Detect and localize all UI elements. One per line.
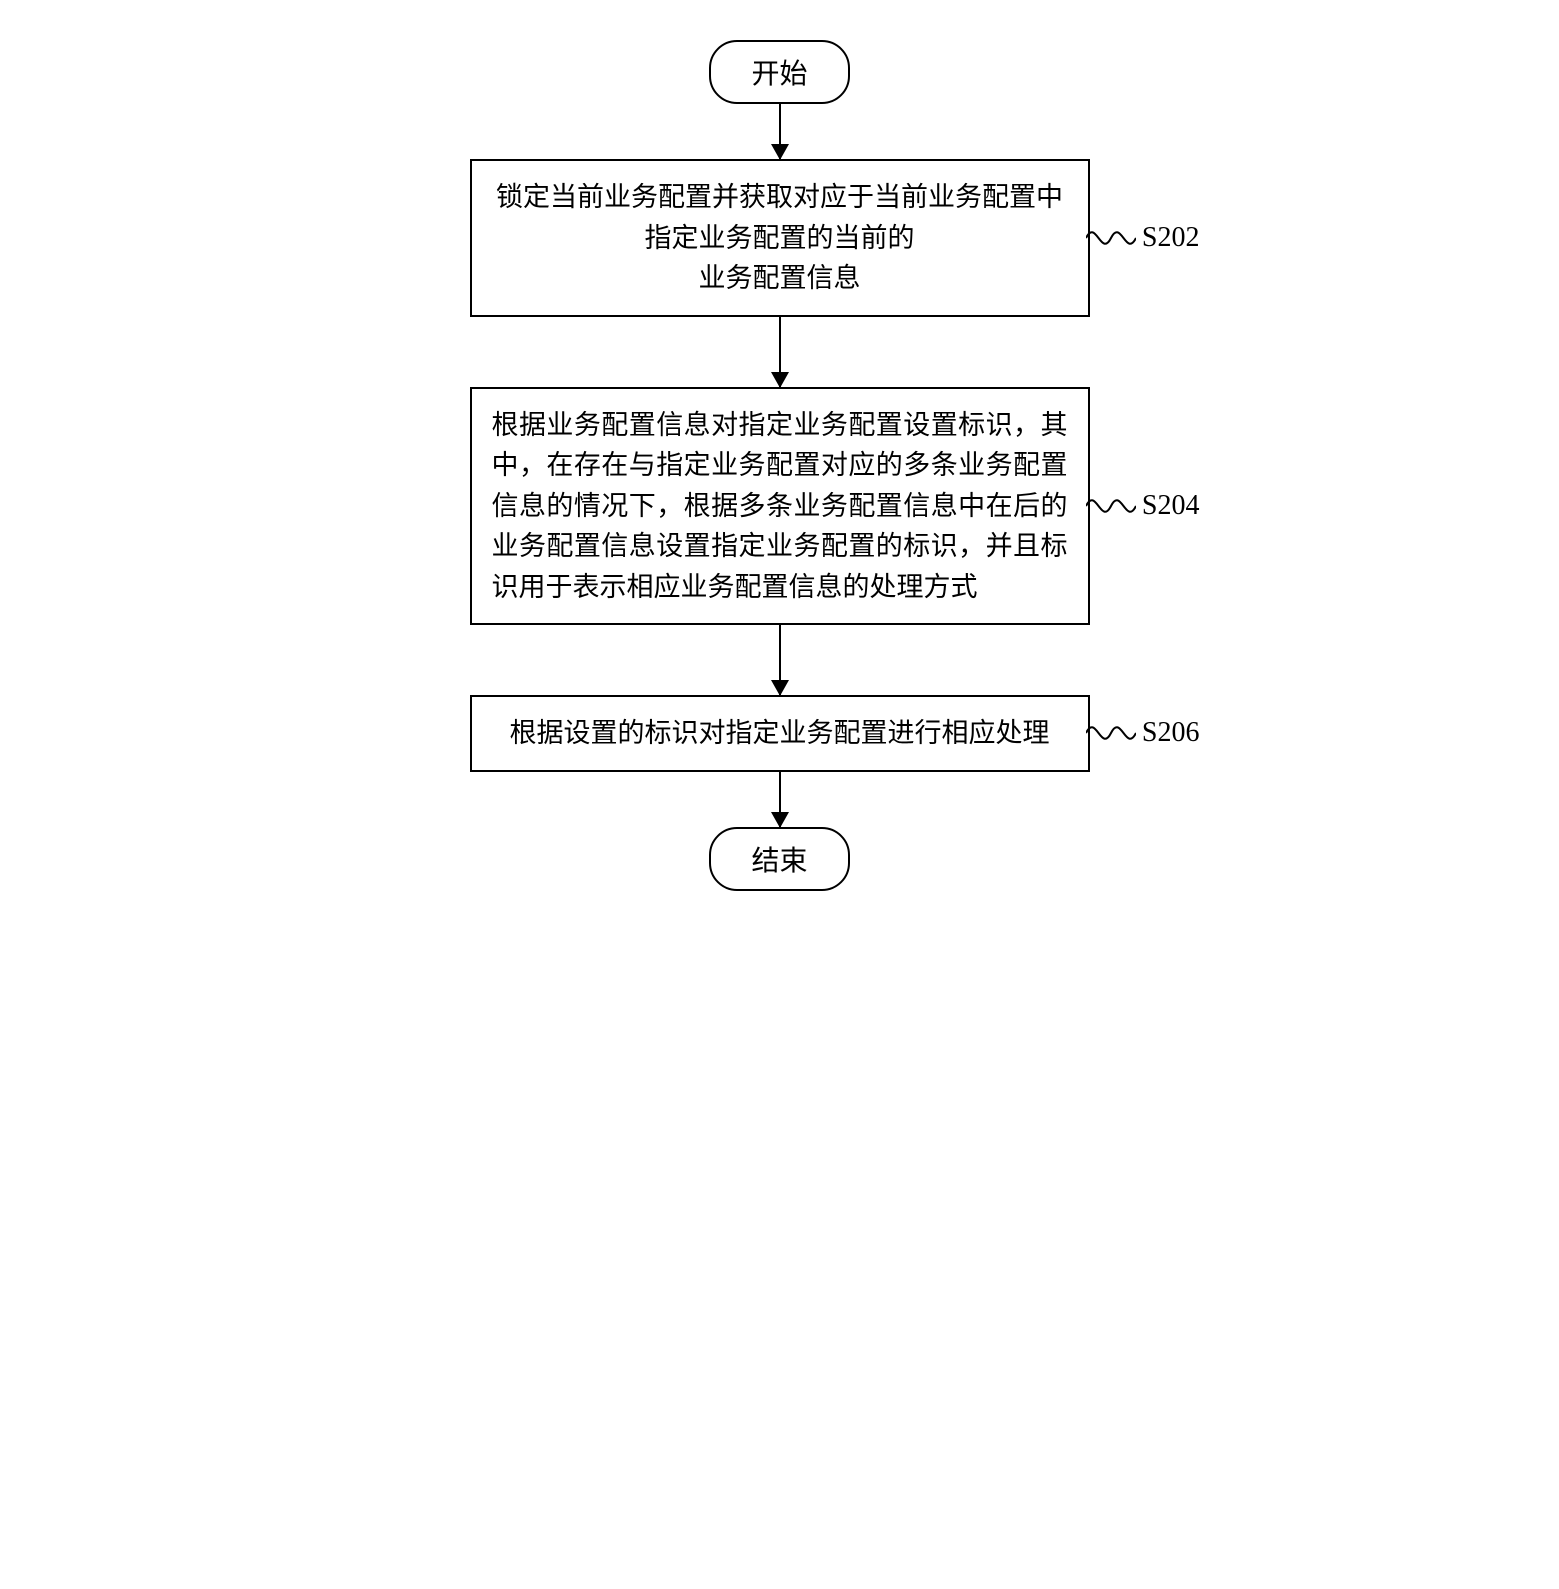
start-label: 开始 <box>751 59 807 90</box>
process-step-3: 根据设置的标识对指定业务配置进行相应处理 <box>470 695 1090 772</box>
step3-id: S206 <box>1142 717 1200 749</box>
flow-column: 开始 锁定当前业务配置并获取对应于当前业务配置中指定业务配置的当前的 业务配置信… <box>400 40 1160 891</box>
end-terminal: 结束 <box>709 827 849 891</box>
process-step-1: 锁定当前业务配置并获取对应于当前业务配置中指定业务配置的当前的 业务配置信息 <box>470 159 1090 317</box>
step1-id: S202 <box>1142 222 1200 254</box>
step-row-1: 锁定当前业务配置并获取对应于当前业务配置中指定业务配置的当前的 业务配置信息 S… <box>470 159 1090 317</box>
arrow-4 <box>779 772 781 827</box>
step1-text: 锁定当前业务配置并获取对应于当前业务配置中指定业务配置的当前的 业务配置信息 <box>496 182 1063 293</box>
start-terminal: 开始 <box>709 40 849 104</box>
wave-icon <box>1086 218 1136 258</box>
step2-text: 根据业务配置信息对指定业务配置设置标识，其中，在存在与指定业务配置对应的多条业务… <box>492 410 1068 602</box>
wave-icon <box>1086 486 1136 526</box>
arrow-3 <box>779 625 781 695</box>
connector-1: S202 <box>1086 218 1200 258</box>
end-label: 结束 <box>751 846 807 877</box>
wave-icon <box>1086 713 1136 753</box>
step2-id: S204 <box>1142 490 1200 522</box>
flowchart-container: 开始 锁定当前业务配置并获取对应于当前业务配置中指定业务配置的当前的 业务配置信… <box>400 40 1160 891</box>
arrow-2 <box>779 317 781 387</box>
arrow-1 <box>779 104 781 159</box>
process-step-2: 根据业务配置信息对指定业务配置设置标识，其中，在存在与指定业务配置对应的多条业务… <box>470 387 1090 626</box>
step-row-2: 根据业务配置信息对指定业务配置设置标识，其中，在存在与指定业务配置对应的多条业务… <box>470 387 1090 626</box>
step-row-3: 根据设置的标识对指定业务配置进行相应处理 S206 <box>470 695 1090 772</box>
connector-2: S204 <box>1086 486 1200 526</box>
step3-text: 根据设置的标识对指定业务配置进行相应处理 <box>510 718 1050 748</box>
connector-3: S206 <box>1086 713 1200 753</box>
